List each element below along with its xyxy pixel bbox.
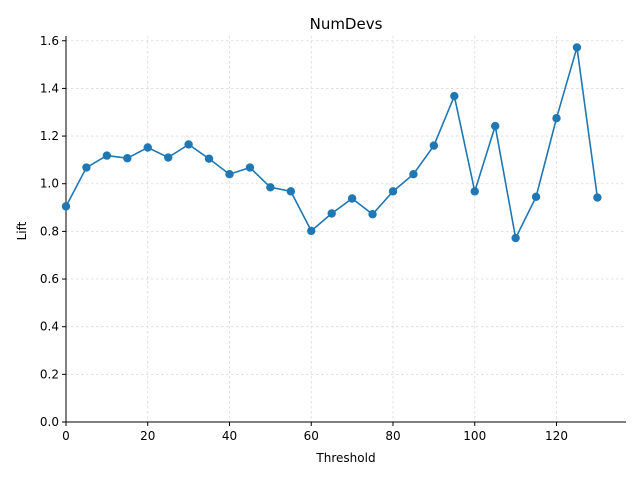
data-point	[82, 163, 91, 172]
data-point	[245, 163, 255, 172]
x-tick-label: 0	[62, 429, 70, 443]
data-point	[409, 169, 418, 179]
x-tick-label: 120	[545, 429, 568, 443]
grid-layer	[65, 36, 626, 423]
x-tick-label: 40	[222, 429, 237, 443]
data-point	[490, 121, 500, 131]
x-tick-label: 100	[463, 429, 486, 443]
y-tick-label: 0.6	[40, 272, 59, 286]
y-tick-label: 1.4	[40, 81, 59, 95]
data-point	[327, 209, 336, 218]
data-point	[347, 194, 357, 203]
data-point	[429, 141, 439, 150]
y-axis-label: Lift	[15, 221, 29, 240]
data-point	[163, 153, 173, 162]
data-point	[511, 233, 520, 243]
x-tick-label: 80	[385, 429, 400, 443]
data-point	[388, 187, 398, 196]
y-tick-label: 0.4	[40, 320, 59, 334]
y-tick-label: 1.2	[40, 129, 59, 143]
data-point	[593, 193, 602, 202]
data-point	[552, 114, 561, 123]
data-point	[450, 91, 459, 101]
data-point	[61, 202, 71, 211]
y-tick-label: 1.6	[40, 34, 59, 48]
data-point	[102, 151, 112, 160]
x-axis-label: Threshold	[315, 451, 375, 465]
data-point	[184, 140, 193, 149]
y-tick-label: 0.8	[40, 224, 59, 238]
data-point	[470, 187, 479, 196]
y-tick-label: 0.0	[40, 415, 59, 429]
data-point	[266, 183, 275, 192]
data-point	[225, 169, 234, 179]
data-point	[368, 210, 377, 219]
data-point	[123, 154, 132, 163]
data-point	[204, 154, 214, 163]
y-tick-label: 1.0	[40, 177, 59, 191]
series-layer	[61, 43, 602, 243]
y-tick-label: 0.2	[40, 367, 59, 381]
x-tick-label: 60	[304, 429, 319, 443]
data-point	[531, 192, 541, 202]
axes-layer: 0 20 40 60 80 100 120 0.0 0.2 0.4 0.6 0.8 1.0 1.2 1.4 1…	[40, 34, 626, 443]
data-point	[143, 143, 152, 152]
data-point	[307, 226, 316, 236]
x-tick-label: 20	[140, 429, 155, 443]
data-point	[572, 43, 582, 52]
chart-title: NumDevs	[310, 15, 383, 33]
data-point	[286, 187, 296, 196]
